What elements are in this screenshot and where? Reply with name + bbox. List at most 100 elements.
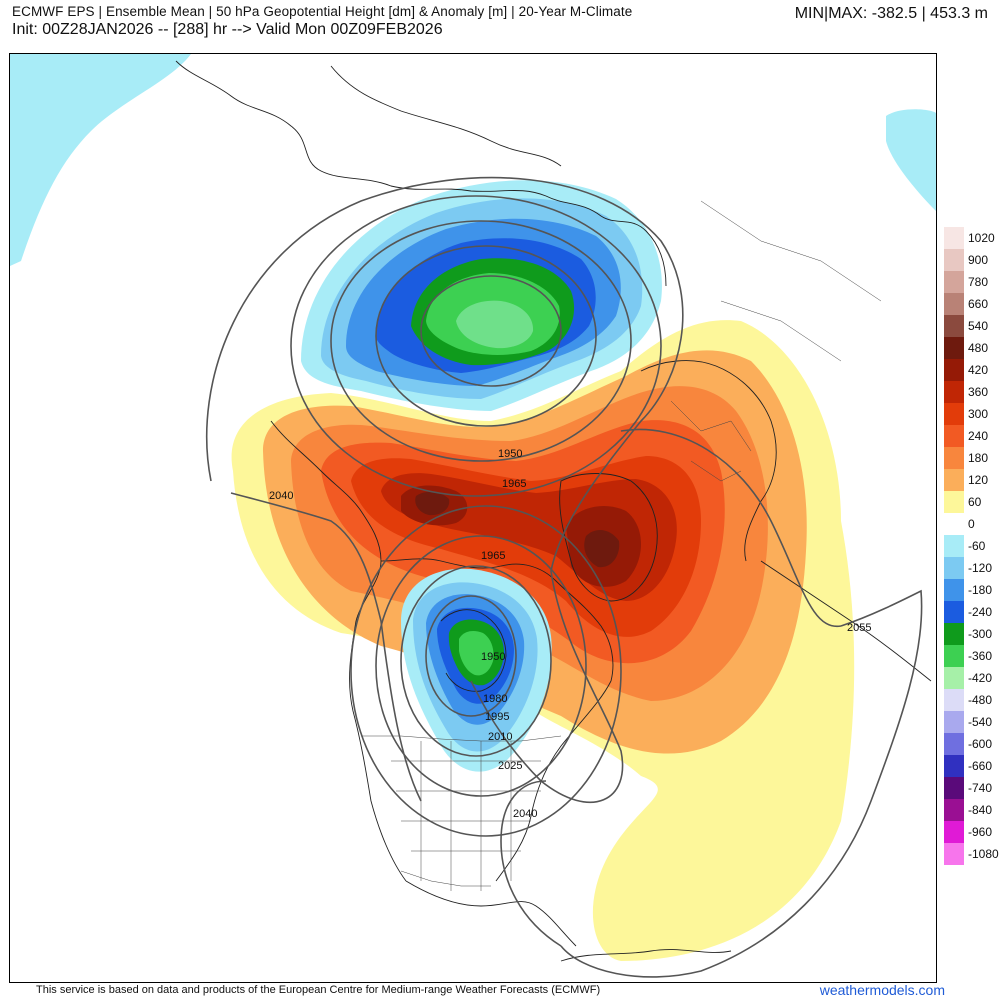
colorbar-swatch <box>944 711 964 733</box>
colorbar-entry: -740 <box>944 777 1000 799</box>
colorbar-label: -360 <box>968 649 993 663</box>
border-lines-europe <box>670 400 752 482</box>
colorbar-swatch <box>944 403 964 425</box>
cyan-patch-northwest <box>10 54 191 266</box>
coastline-siberia <box>175 60 667 287</box>
colorbar-label: 540 <box>968 319 989 333</box>
colorbar-swatch <box>944 513 964 535</box>
colorbar-label: -960 <box>968 825 993 839</box>
colorbar-entry: -480 <box>944 689 1000 711</box>
colorbar-label: 360 <box>968 385 989 399</box>
colorbar-entry: -60 <box>944 535 1000 557</box>
colorbar-entry: 540 <box>944 315 1000 337</box>
contour-label: 2040 <box>513 808 537 820</box>
colorbar-swatch <box>944 381 964 403</box>
colorbar-swatch <box>944 579 964 601</box>
colorbar-entry: -360 <box>944 645 1000 667</box>
colorbar-label: 1020 <box>968 231 995 245</box>
colorbar-swatch <box>944 843 964 865</box>
contour-label: 2055 <box>847 622 871 634</box>
colorbar-swatch <box>944 469 964 491</box>
contour-canada-2 <box>400 565 552 757</box>
colorbar-entry: 420 <box>944 359 1000 381</box>
brand-link[interactable]: weathermodels.com <box>819 982 945 998</box>
coastline-north-america-west <box>349 620 407 882</box>
contour-ring-3 <box>330 220 632 462</box>
colorbar-entry: -240 <box>944 601 1000 623</box>
colorbar-swatch <box>944 557 964 579</box>
colorbar-label: -740 <box>968 781 993 795</box>
border-lines-us-1 <box>391 760 541 852</box>
contour-label: 1995 <box>485 711 509 723</box>
coastline-asia-interior <box>330 65 562 167</box>
contour-label: 1965 <box>502 478 526 490</box>
colorbar-swatch <box>944 227 964 249</box>
colorbar-entry: 660 <box>944 293 1000 315</box>
colorbar-swatch <box>944 337 964 359</box>
colorbar-entry: 300 <box>944 403 1000 425</box>
coastline-north-america-east <box>495 680 612 882</box>
colorbar-entry: -600 <box>944 733 1000 755</box>
colorbar-swatch <box>944 271 964 293</box>
colorbar-entry: 120 <box>944 469 1000 491</box>
coastline-africa-north <box>760 560 932 682</box>
colorbar-label: 0 <box>968 517 975 531</box>
colorbar-swatch <box>944 315 964 337</box>
border-lines-us-2 <box>420 741 512 891</box>
colorbar-entry: 780 <box>944 271 1000 293</box>
colorbar-label: 420 <box>968 363 989 377</box>
colorbar-entry: 0 <box>944 513 1000 535</box>
colorbar-swatch <box>944 601 964 623</box>
contour-canada-4 <box>350 505 622 837</box>
colorbar-entry: -840 <box>944 799 1000 821</box>
anomaly-shading <box>10 54 936 962</box>
colorbar-entry: -960 <box>944 821 1000 843</box>
contour-outer-4 <box>560 589 923 978</box>
coastlines <box>175 60 932 962</box>
colorbar-label: 480 <box>968 341 989 355</box>
cyan-patch-northeast <box>886 109 936 211</box>
colorbar-swatch <box>944 447 964 469</box>
colorbar-label: -60 <box>968 539 986 553</box>
map-canvas: 2040 1950 1965 1965 1950 1980 1995 2010 … <box>10 54 936 982</box>
coastline-gulf-mexico <box>405 880 577 947</box>
colorbar-swatch <box>944 689 964 711</box>
colorbar-entry: -300 <box>944 623 1000 645</box>
colorbar-label: -240 <box>968 605 993 619</box>
coastline-canada-arctic <box>380 558 614 682</box>
colorbar-entry: 180 <box>944 447 1000 469</box>
coastline-alaska <box>270 420 382 622</box>
contour-label: 2040 <box>269 490 293 502</box>
colorbar-label: -420 <box>968 671 993 685</box>
colorbar-swatch <box>944 359 964 381</box>
colorbar-label: -840 <box>968 803 993 817</box>
contour-label: 1965 <box>481 550 505 562</box>
colorbar-swatch <box>944 623 964 645</box>
colorbar-entry: 1020 <box>944 227 1000 249</box>
contour-label: 1950 <box>481 651 505 663</box>
contour-canada-3 <box>375 535 587 797</box>
contour-ring-2 <box>375 245 597 427</box>
colorbar-entry: -1080 <box>944 843 1000 865</box>
coastline-greenland <box>559 473 658 602</box>
colorbar-entry: 240 <box>944 425 1000 447</box>
colorbar-entry: -180 <box>944 579 1000 601</box>
min-max-readout: MIN|MAX: -382.5 | 453.3 m <box>794 5 988 22</box>
colorbar-swatch <box>944 425 964 447</box>
colorbar-entry: 900 <box>944 249 1000 271</box>
map-panel: 2040 1950 1965 1965 1950 1980 1995 2010 … <box>9 53 937 983</box>
colorbar-swatch <box>944 667 964 689</box>
colorbar-swatch <box>944 645 964 667</box>
coastline-caribbean <box>560 949 732 962</box>
colorbar-swatch <box>944 293 964 315</box>
contour-ring-4 <box>290 195 662 497</box>
negative-anomaly-siberia-core <box>456 300 534 349</box>
height-contours <box>205 176 923 978</box>
colorbar-label: -660 <box>968 759 993 773</box>
contour-outer-3 <box>620 428 842 627</box>
colorbar-entry: 480 <box>944 337 1000 359</box>
contour-label: 1980 <box>483 693 507 705</box>
negative-anomaly-canada-core <box>459 631 494 676</box>
map-title: ECMWF EPS | Ensemble Mean | 50 hPa Geopo… <box>12 4 633 19</box>
colorbar-entry: 360 <box>944 381 1000 403</box>
